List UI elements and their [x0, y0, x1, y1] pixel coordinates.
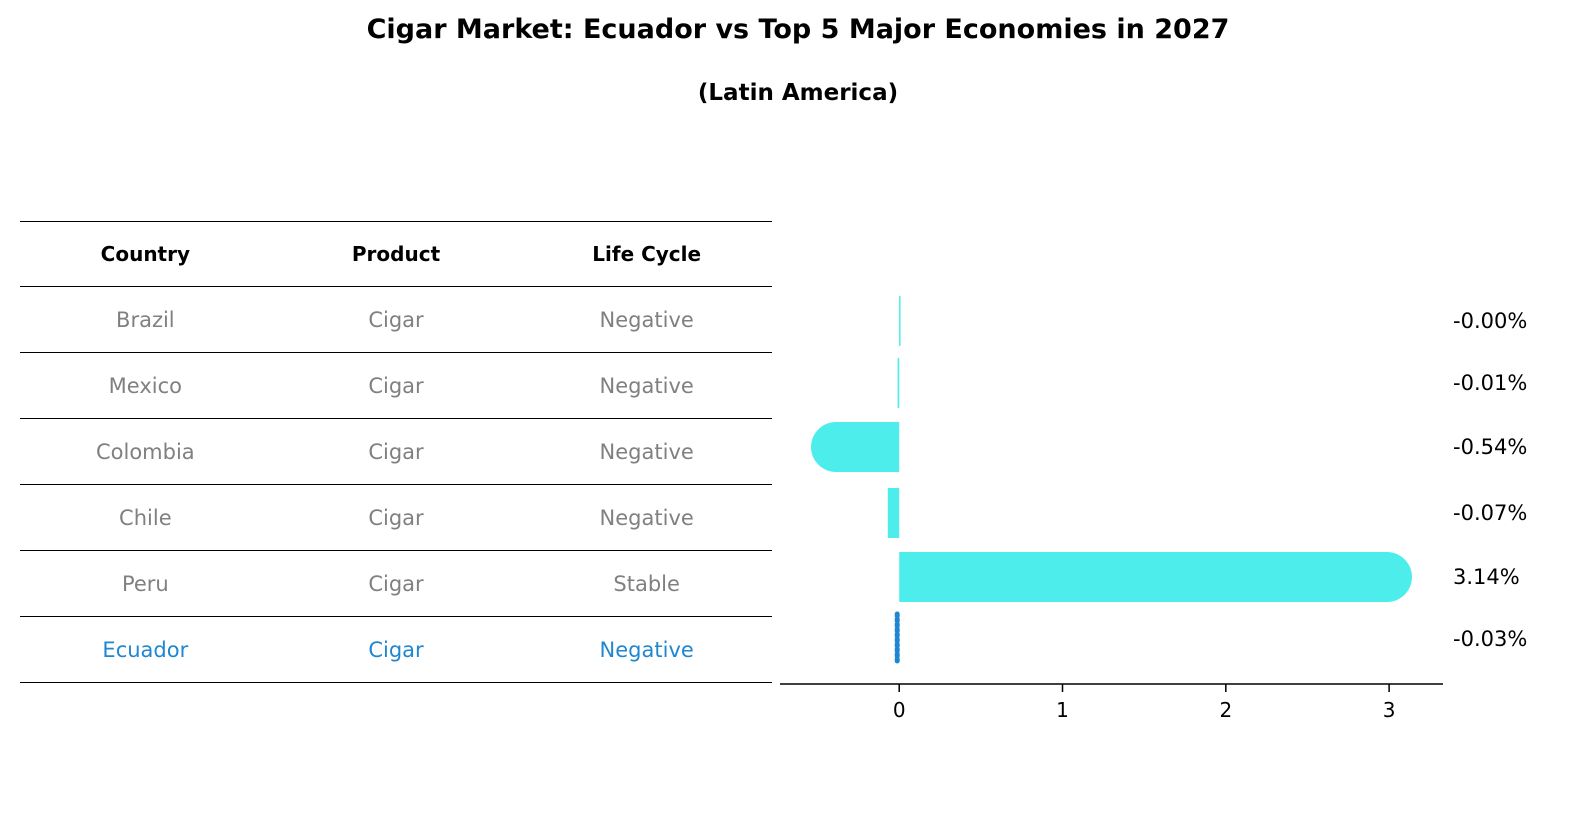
data-label: -0.01% [1453, 371, 1527, 395]
table-row-highlighted: Ecuador Cigar Negative [20, 617, 772, 683]
cell-life-cycle: Stable [613, 571, 680, 596]
cell-product: Cigar [368, 439, 424, 464]
bar-chart: -0.00% -0.01% -0.54% -0.07% 3.14% -0.03% 0 1 2 3 [780, 296, 1527, 722]
bar-mexico [897, 358, 900, 408]
bar-chile [887, 488, 900, 538]
table-row: Mexico Cigar Negative [20, 353, 772, 419]
x-tick-label: 1 [1056, 698, 1069, 722]
cell-life-cycle: Negative [599, 307, 694, 332]
cell-life-cycle: Negative [599, 373, 694, 398]
x-tick-label: 3 [1383, 698, 1396, 722]
cell-country: Colombia [95, 439, 195, 464]
cell-country: Chile [119, 505, 172, 530]
cell-life-cycle: Negative [599, 637, 694, 662]
x-tick-label: 0 [893, 698, 906, 722]
table-row: Brazil Cigar Negative [20, 287, 772, 353]
data-label: 3.14% [1453, 565, 1520, 589]
cell-product: Cigar [368, 637, 424, 662]
cell-country: Peru [121, 571, 169, 596]
table-row: Colombia Cigar Negative [20, 419, 772, 485]
cell-product: Cigar [368, 307, 424, 332]
cell-country: Ecuador [102, 637, 189, 662]
data-table: Country Product Life Cycle Brazil Cigar … [20, 221, 772, 683]
data-label: -0.07% [1453, 501, 1527, 525]
bar-brazil [899, 296, 901, 346]
cell-product: Cigar [368, 373, 424, 398]
chart-subtitle: (Latin America) [697, 80, 899, 106]
table-row: Chile Cigar Negative [20, 485, 772, 551]
table-header-row: Country Product Life Cycle [20, 221, 772, 287]
data-label: -0.00% [1453, 309, 1527, 333]
cell-product: Cigar [368, 505, 424, 530]
cell-product: Cigar [368, 571, 424, 596]
cell-country: Brazil [116, 307, 175, 332]
header-life-cycle: Life Cycle [592, 242, 702, 266]
bar-peru [899, 552, 1412, 602]
bar-colombia [811, 422, 900, 472]
cell-life-cycle: Negative [599, 505, 694, 530]
header-country: Country [100, 242, 191, 266]
data-label: -0.54% [1453, 435, 1527, 459]
x-tick-label: 2 [1219, 698, 1232, 722]
header-product: Product [351, 242, 441, 266]
data-label: -0.03% [1453, 627, 1527, 651]
table-row: Peru Cigar Stable [20, 551, 772, 617]
chart-title: Cigar Market: Ecuador vs Top 5 Major Eco… [366, 14, 1230, 45]
cell-country: Mexico [108, 373, 182, 398]
cell-life-cycle: Negative [599, 439, 694, 464]
